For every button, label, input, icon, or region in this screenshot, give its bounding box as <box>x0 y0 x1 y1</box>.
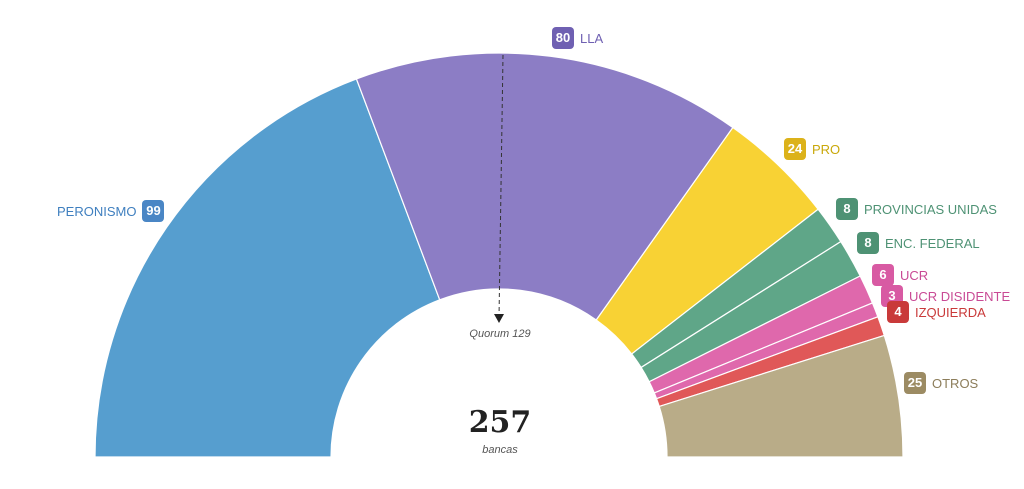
label-otros: 25 OTROS <box>904 372 978 394</box>
label-name: OTROS <box>932 375 979 391</box>
label-name: LLA <box>580 30 604 46</box>
label-enc-federal: 8 ENC. FEDERAL <box>857 232 980 254</box>
badge-value: 80 <box>552 27 574 49</box>
label-lla: 80 LLA <box>552 27 603 49</box>
total-seats: 257 <box>468 405 532 440</box>
label-name: ENC. FEDERAL <box>885 235 980 251</box>
quorum-arrow-icon <box>494 314 504 323</box>
slice-otros <box>658 334 904 458</box>
label-peronismo: PERONISMO 99 <box>57 200 165 222</box>
label-ucr: 6 UCR <box>872 264 928 286</box>
badge-value: 99 <box>142 200 165 222</box>
badge-value: 4 <box>887 301 909 323</box>
total-label: bancas <box>482 444 518 456</box>
quorum-label: Quorum 129 <box>469 328 531 340</box>
label-name: PRO <box>812 141 841 157</box>
badge-value: 8 <box>836 198 858 220</box>
badge-value: 6 <box>872 264 894 286</box>
label-name: UCR <box>900 267 929 283</box>
badge-value: 25 <box>904 372 926 394</box>
slice-lla <box>355 52 734 321</box>
label-provincias-unidas: 8 PROVINCIAS UNIDAS <box>836 198 997 220</box>
label-name: UCR DISIDENTE <box>909 288 1011 304</box>
label-pro: 24 PRO <box>784 138 840 160</box>
quorum-line <box>498 54 504 319</box>
badge-value: 24 <box>784 138 806 160</box>
label-name: PERONISMO <box>57 203 137 219</box>
badge-value: 8 <box>857 232 879 254</box>
label-izquierda: 4 IZQUIERDA <box>887 301 986 323</box>
slice-peronismo <box>94 78 441 458</box>
label-name: PROVINCIAS UNIDAS <box>864 201 997 217</box>
label-name: IZQUIERDA <box>915 304 986 320</box>
label-ucr-disidente: 3 UCR DISIDENTE <box>881 285 1010 307</box>
